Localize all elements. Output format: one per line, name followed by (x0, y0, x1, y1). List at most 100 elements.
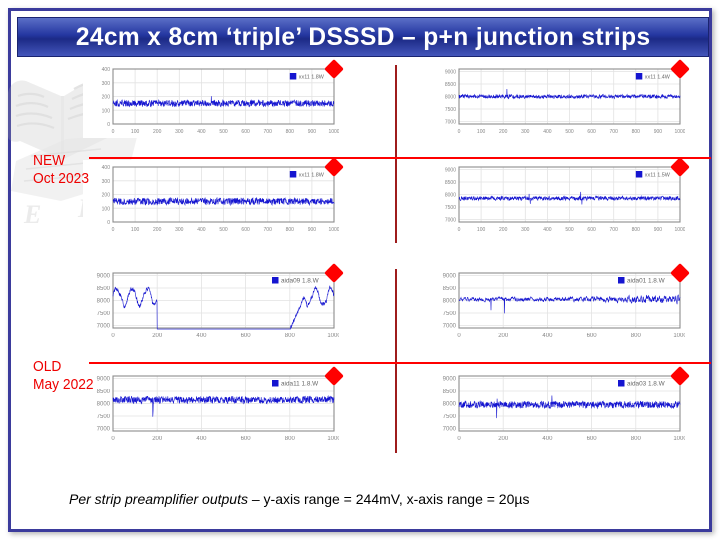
svg-text:600: 600 (241, 227, 250, 233)
svg-text:7500: 7500 (97, 311, 111, 317)
svg-text:300: 300 (521, 227, 530, 233)
svg-text:600: 600 (587, 129, 596, 135)
svg-text:600: 600 (587, 333, 598, 339)
svg-text:7000: 7000 (443, 324, 457, 330)
svg-text:1000: 1000 (327, 436, 339, 442)
svg-text:7000: 7000 (445, 218, 456, 224)
svg-text:aida01 1.8.W: aida01 1.8.W (627, 277, 666, 284)
svg-text:aida11 1.8.W: aida11 1.8.W (281, 380, 319, 387)
svg-text:800: 800 (632, 227, 641, 233)
svg-text:aida03 1.8.W: aida03 1.8.W (627, 380, 666, 387)
svg-text:800: 800 (286, 227, 295, 233)
svg-text:8500: 8500 (445, 180, 456, 186)
svg-text:100: 100 (131, 227, 140, 233)
svg-text:300: 300 (102, 81, 111, 87)
svg-text:8000: 8000 (443, 299, 457, 305)
svg-text:200: 200 (499, 227, 508, 233)
svg-text:700: 700 (264, 129, 273, 135)
svg-text:7500: 7500 (443, 414, 457, 420)
svg-text:300: 300 (175, 227, 184, 233)
svg-text:200: 200 (499, 129, 508, 135)
svg-text:1000: 1000 (674, 129, 685, 135)
svg-text:500: 500 (565, 227, 574, 233)
svg-text:900: 900 (308, 129, 317, 135)
svg-text:8000: 8000 (443, 402, 457, 408)
svg-text:400: 400 (542, 333, 553, 339)
svg-text:500: 500 (219, 227, 228, 233)
svg-text:900: 900 (308, 227, 317, 233)
svg-text:7000: 7000 (443, 427, 457, 433)
svg-text:100: 100 (477, 227, 486, 233)
svg-text:400: 400 (197, 227, 206, 233)
svg-text:600: 600 (587, 227, 596, 233)
svg-text:400: 400 (197, 129, 206, 135)
svg-text:300: 300 (175, 129, 184, 135)
svg-text:700: 700 (610, 227, 619, 233)
svg-text:7500: 7500 (97, 414, 111, 420)
svg-text:0: 0 (458, 129, 461, 135)
svg-text:300: 300 (521, 129, 530, 135)
svg-text:0: 0 (107, 220, 110, 226)
svg-text:200: 200 (153, 129, 162, 135)
svg-text:400: 400 (102, 67, 111, 73)
svg-text:800: 800 (286, 129, 295, 135)
svg-text:0: 0 (107, 122, 110, 128)
svg-text:700: 700 (264, 227, 273, 233)
svg-text:800: 800 (632, 129, 641, 135)
svg-text:200: 200 (153, 227, 162, 233)
svg-text:900: 900 (654, 227, 663, 233)
svg-text:200: 200 (498, 436, 509, 442)
svg-text:200: 200 (152, 333, 163, 339)
svg-text:1000: 1000 (328, 129, 339, 135)
svg-text:7000: 7000 (97, 427, 111, 433)
svg-text:200: 200 (102, 193, 111, 199)
svg-text:9000: 9000 (445, 70, 456, 76)
svg-text:1000: 1000 (673, 333, 685, 339)
svg-text:8000: 8000 (445, 193, 456, 199)
svg-text:400: 400 (542, 436, 553, 442)
svg-text:E: E (23, 200, 41, 229)
svg-text:800: 800 (631, 436, 642, 442)
svg-text:8000: 8000 (445, 95, 456, 101)
svg-text:8500: 8500 (443, 389, 457, 395)
svg-text:1000: 1000 (328, 227, 339, 233)
svg-text:0: 0 (112, 227, 115, 233)
svg-text:1000: 1000 (673, 436, 685, 442)
svg-text:800: 800 (285, 436, 296, 442)
svg-text:9000: 9000 (443, 377, 457, 383)
svg-text:aida09 1.8.W: aida09 1.8.W (281, 277, 320, 284)
svg-text:9000: 9000 (97, 274, 111, 280)
svg-text:400: 400 (196, 333, 207, 339)
svg-text:500: 500 (565, 129, 574, 135)
svg-text:200: 200 (102, 95, 111, 101)
svg-text:9000: 9000 (443, 274, 457, 280)
svg-text:8500: 8500 (443, 286, 457, 292)
svg-text:1000: 1000 (327, 333, 339, 339)
svg-text:xx11 1.8W: xx11 1.8W (299, 74, 325, 80)
svg-text:400: 400 (543, 227, 552, 233)
svg-text:8000: 8000 (97, 299, 111, 305)
svg-text:xx11 1.4W: xx11 1.4W (645, 74, 671, 80)
svg-text:200: 200 (152, 436, 163, 442)
svg-text:8500: 8500 (97, 286, 111, 292)
svg-text:400: 400 (196, 436, 207, 442)
svg-text:100: 100 (102, 207, 111, 213)
svg-text:600: 600 (587, 436, 598, 442)
svg-text:xx11 1.5W: xx11 1.5W (645, 172, 671, 178)
svg-text:xx11 1.8W: xx11 1.8W (299, 172, 325, 178)
svg-text:7500: 7500 (445, 107, 456, 113)
svg-text:7000: 7000 (445, 120, 456, 126)
svg-text:900: 900 (654, 129, 663, 135)
svg-text:600: 600 (241, 129, 250, 135)
svg-text:1000: 1000 (674, 227, 685, 233)
svg-text:7500: 7500 (445, 205, 456, 211)
svg-text:800: 800 (631, 333, 642, 339)
svg-text:800: 800 (285, 333, 296, 339)
svg-text:500: 500 (219, 129, 228, 135)
svg-text:7000: 7000 (97, 324, 111, 330)
svg-text:100: 100 (102, 109, 111, 115)
svg-text:100: 100 (131, 129, 140, 135)
svg-text:600: 600 (241, 436, 252, 442)
svg-text:400: 400 (543, 129, 552, 135)
svg-text:0: 0 (458, 227, 461, 233)
